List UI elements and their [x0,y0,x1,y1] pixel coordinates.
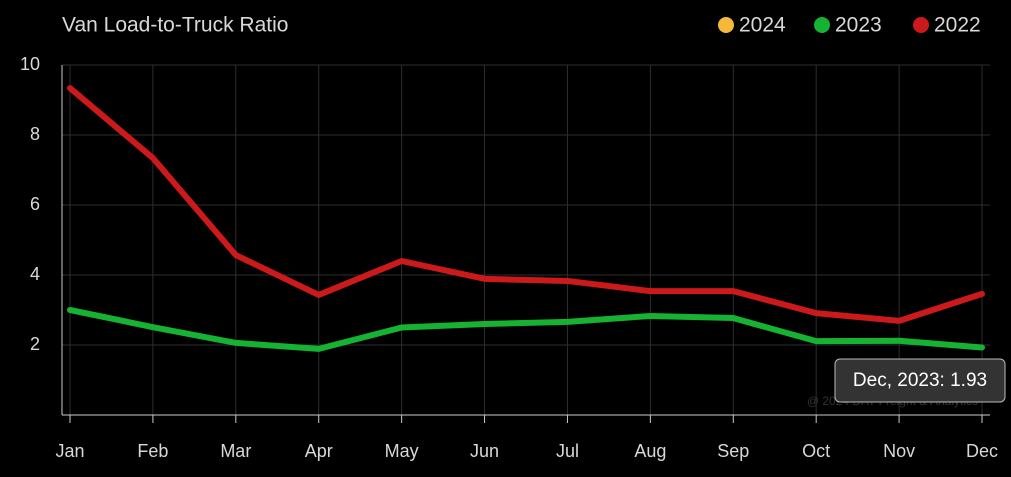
x-tick-label: Feb [137,441,168,461]
legend-swatch [913,17,929,33]
y-tick-label: 4 [30,264,40,284]
x-tick-label: Sep [717,441,749,461]
legend-label: 2023 [835,14,882,37]
series-line [67,307,985,352]
x-tick-label: Jun [470,441,499,461]
tooltip-box [834,358,1006,403]
y-tick-label: 8 [30,124,40,144]
x-tick-label: Oct [802,441,830,461]
legend-swatch [718,17,734,33]
series-line [67,85,985,324]
legend-label: 2024 [739,14,786,37]
x-tick-label: Apr [305,441,333,461]
y-tick-label: 10 [20,54,40,74]
legend-swatch [814,17,830,33]
x-tick-label: Aug [634,441,666,461]
tooltip-text: Dec, 2023: 1.93 [853,370,987,391]
y-tick-label: 2 [30,334,40,354]
x-tick-label: May [385,441,419,461]
chart-title: Van Load-to-Truck Ratio [62,14,288,37]
x-tick-label: Mar [220,441,251,461]
x-tick-label: Dec [966,441,998,461]
legend-label: 2022 [934,14,981,37]
x-tick-label: Nov [883,441,915,461]
y-tick-label: 6 [30,194,40,214]
x-tick-label: Jul [556,441,579,461]
x-tick-label: Jan [55,441,84,461]
